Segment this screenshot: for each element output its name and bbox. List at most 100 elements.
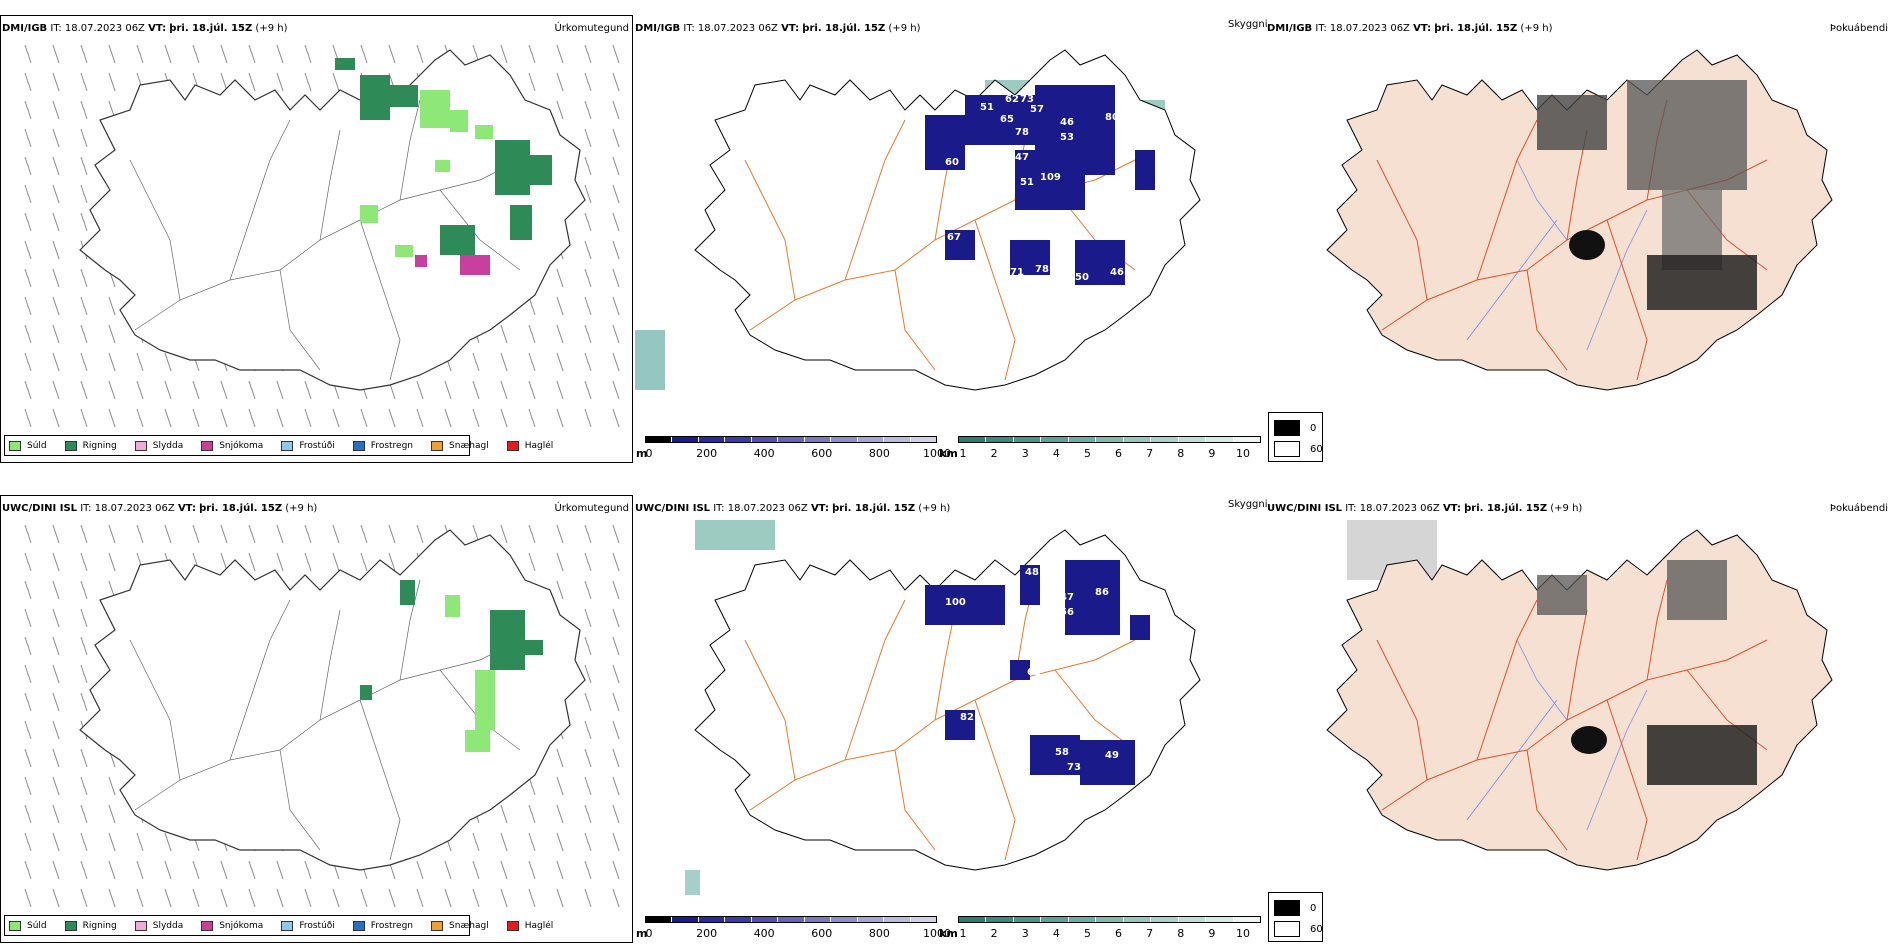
wind-barb <box>276 72 284 92</box>
colorbar-tick: 400 <box>753 927 775 940</box>
wind-barb <box>528 72 536 92</box>
legend-swatch <box>352 440 365 451</box>
cloud-base-label: 87 <box>1015 747 1029 758</box>
legend-swatch <box>134 920 147 931</box>
colorbar-step <box>646 917 673 922</box>
wind-barb <box>416 44 424 64</box>
model-name: DMI/IGB <box>2 23 48 34</box>
wind-barb <box>556 804 564 824</box>
valid-time: þri. 18.júl. 15Z <box>169 23 253 34</box>
legend-item: Snæhagl <box>431 920 489 931</box>
wind-barb <box>80 156 88 176</box>
wind-barb <box>584 44 592 64</box>
wind-barb <box>556 268 564 288</box>
init-time: 18.07.2023 06Z <box>94 503 175 514</box>
wind-barb <box>584 748 592 768</box>
colorbar-step <box>751 917 779 922</box>
wind-barb <box>612 888 620 908</box>
wind-barb <box>52 692 60 712</box>
cloud-base-label: 86 <box>1095 587 1109 598</box>
wind-barb <box>24 664 32 684</box>
cloud-base-colorbar-1 <box>645 436 937 443</box>
wind-barb <box>24 748 32 768</box>
wind-barb <box>164 524 172 544</box>
wind-barb <box>584 552 592 572</box>
wind-barb <box>556 296 564 316</box>
legend-swatch <box>9 920 21 931</box>
wind-barb <box>80 100 88 120</box>
colorbar-step <box>672 437 699 442</box>
wind-barb <box>80 212 88 232</box>
wind-barb <box>80 832 88 852</box>
legend-item: Frostregn <box>352 440 413 451</box>
wind-barb <box>24 692 32 712</box>
wind-barb <box>528 296 536 316</box>
wind-barb <box>80 296 88 316</box>
wind-barb <box>612 860 620 880</box>
wind-barb <box>108 408 116 428</box>
wind-barb <box>416 380 424 400</box>
wind-barb <box>80 608 88 628</box>
wind-barb <box>108 832 116 852</box>
wind-barb <box>584 664 592 684</box>
wind-barb <box>52 776 60 796</box>
vis-header-2: UWC/DINI ISL IT: 18.07.2023 06Z VT: þri.… <box>635 503 950 515</box>
wind-barb <box>584 524 592 544</box>
cloud-labels: 48 100 47 86 56 82 62 87 58 73 49 <box>945 567 1119 773</box>
wind-barb <box>472 408 480 428</box>
colorbar-tick: 10 <box>1236 447 1250 460</box>
valid-label: VT: <box>810 503 829 514</box>
cloud-base-label: 51 <box>1020 177 1034 188</box>
legend-swatch <box>281 920 294 931</box>
model-name: UWC/DINI ISL <box>2 503 78 514</box>
wind-barb <box>388 44 396 64</box>
cloud-base-unit-2: m <box>636 927 648 940</box>
cloud-base-label: 48 <box>1025 567 1039 578</box>
wind-barb <box>472 888 480 908</box>
wind-barb <box>108 72 116 92</box>
wind-barb <box>52 72 60 92</box>
legend-label: Rigning <box>82 440 117 451</box>
wind-barb <box>24 832 32 852</box>
precip-header-1: DMI/IGB IT: 18.07.2023 06Z VT: þri. 18.j… <box>2 23 287 35</box>
wind-barb <box>304 72 312 92</box>
wind-barb <box>528 524 536 544</box>
wind-barb <box>24 268 32 288</box>
wind-barb <box>472 380 480 400</box>
cloud-base-label: 60 <box>945 157 959 168</box>
wind-barb <box>80 860 88 880</box>
legend-swatch <box>352 920 365 931</box>
colorbar-tick: 6 <box>1115 927 1123 940</box>
wind-barb <box>80 408 88 428</box>
wind-barb <box>108 804 116 824</box>
wind-barb <box>416 408 424 428</box>
fog-title-1: Þokuábendi <box>1829 23 1888 34</box>
wind-barb <box>388 524 396 544</box>
legend-swatch <box>506 440 519 451</box>
colorbar-step <box>1068 917 1097 922</box>
wind-barb <box>332 72 340 92</box>
wind-barb <box>52 524 60 544</box>
wind-barb <box>276 860 284 880</box>
wind-barb <box>136 860 144 880</box>
wind-barb <box>136 352 144 372</box>
wind-barb <box>584 268 592 288</box>
wind-barb <box>304 408 312 428</box>
legend-item: Súld <box>9 920 47 931</box>
wind-barb <box>80 888 88 908</box>
legend-label: Snjókoma <box>219 920 264 931</box>
valid-label: VT: <box>148 23 167 34</box>
wind-barb <box>500 860 508 880</box>
cloud-base-label: 82 <box>1135 247 1149 258</box>
wind-barb <box>444 380 452 400</box>
wind-barb <box>24 888 32 908</box>
wind-barb <box>164 832 172 852</box>
wind-barb <box>164 352 172 372</box>
colorbar-tick: 4 <box>1052 927 1060 940</box>
wind-barb <box>248 888 256 908</box>
legend-swatch <box>134 440 147 451</box>
wind-barb <box>24 240 32 260</box>
fog-legend-min: 0 <box>1310 422 1317 434</box>
wind-barb <box>612 748 620 768</box>
